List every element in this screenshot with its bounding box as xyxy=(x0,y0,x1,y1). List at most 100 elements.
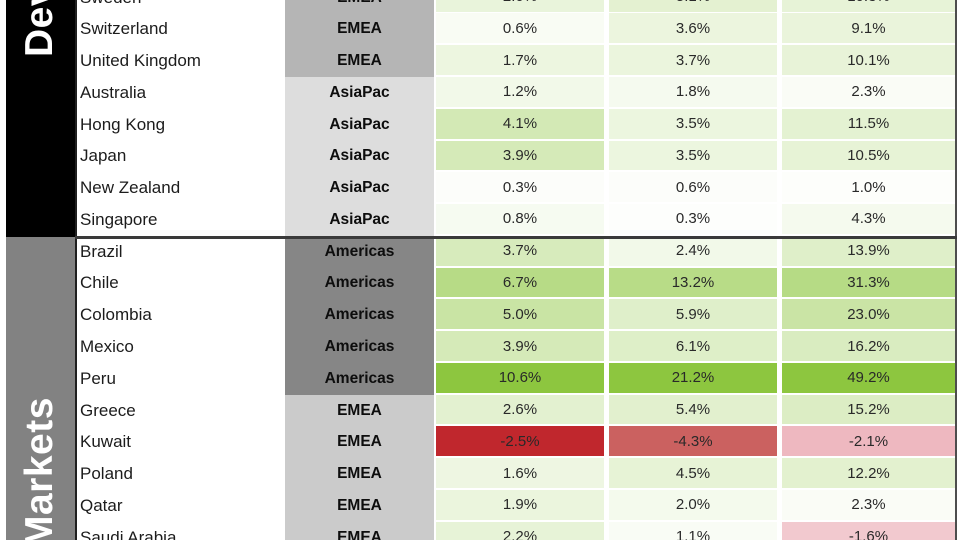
region-cell: Americas xyxy=(285,362,434,395)
region-cell: EMEA xyxy=(285,458,434,490)
value-cell: 0.3% xyxy=(436,172,604,203)
value-cell: 2.3% xyxy=(782,77,955,107)
value-cell: -2.5% xyxy=(436,426,604,457)
value-cell: 10.1% xyxy=(782,45,955,76)
value-cell: 3.9% xyxy=(436,331,604,361)
table-left-border xyxy=(75,0,77,540)
region-cell: Americas xyxy=(285,331,434,363)
region-cell: AsiaPac xyxy=(285,204,434,236)
value-cell: 2.0% xyxy=(609,489,777,520)
country-cell: Greece xyxy=(77,394,285,427)
table-row: Singapore AsiaPac 0.8% 0.3% 4.3% xyxy=(77,204,955,236)
value-cell: 1.2% xyxy=(436,77,604,107)
value-cell: 21.2% xyxy=(609,362,777,393)
country-cell: Peru xyxy=(77,362,285,395)
value-cell: 3.6% xyxy=(609,13,777,44)
value-cell: 0.3% xyxy=(609,204,777,234)
value-cell: 5.9% xyxy=(609,299,777,330)
table-row: Kuwait EMEA -2.5% -4.3% -2.1% xyxy=(77,426,955,459)
value-cell: 49.2% xyxy=(782,362,955,393)
value-cell: 15.2% xyxy=(782,394,955,425)
value-cell: 1.6% xyxy=(436,458,604,488)
value-cell: 16.2% xyxy=(782,331,955,361)
country-cell: Switzerland xyxy=(77,13,285,46)
value-cell: 13.2% xyxy=(609,267,777,298)
value-cell: 3.7% xyxy=(436,235,604,266)
country-cell: Poland xyxy=(77,458,285,490)
group-band-developed: Developed xyxy=(6,0,75,237)
value-cell: 3.9% xyxy=(436,140,604,171)
value-cell: 12.2% xyxy=(782,458,955,488)
value-cell: 2.3% xyxy=(782,489,955,520)
region-cell: EMEA xyxy=(285,489,434,522)
table-row: Hong Kong AsiaPac 4.1% 3.5% 11.5% xyxy=(77,108,955,141)
value-cell: 3.5% xyxy=(609,108,777,139)
region-cell: EMEA xyxy=(285,426,434,459)
value-cell: 2.6% xyxy=(436,394,604,425)
table-row: Colombia Americas 5.0% 5.9% 23.0% xyxy=(77,299,955,332)
region-cell: AsiaPac xyxy=(285,140,434,173)
value-cell: 1.9% xyxy=(436,489,604,520)
country-cell: Hong Kong xyxy=(77,108,285,141)
region-cell: Americas xyxy=(285,235,434,268)
developed-emerging-divider xyxy=(75,235,957,239)
value-cell: 6.7% xyxy=(436,267,604,298)
value-cell: 3.5% xyxy=(609,140,777,171)
region-cell: AsiaPac xyxy=(285,77,434,109)
value-cell: 4.3% xyxy=(782,204,955,234)
country-cell: New Zealand xyxy=(77,172,285,205)
value-cell: 2.4% xyxy=(609,235,777,266)
country-cell: Colombia xyxy=(77,299,285,332)
value-cell: 1.1% xyxy=(609,521,777,540)
value-cell: 1.7% xyxy=(436,45,604,76)
value-cell: 11.5% xyxy=(782,108,955,139)
table-row: Australia AsiaPac 1.2% 1.8% 2.3% xyxy=(77,77,955,109)
group-band-emerging-markets: Markets xyxy=(6,237,75,540)
value-cell: 5.1% xyxy=(609,0,777,12)
country-cell: Sweden xyxy=(77,0,285,14)
region-cell: AsiaPac xyxy=(285,172,434,205)
region-cell: EMEA xyxy=(285,0,434,14)
value-cell: 9.1% xyxy=(782,13,955,44)
region-cell: EMEA xyxy=(285,45,434,77)
table-row: Mexico Americas 3.9% 6.1% 16.2% xyxy=(77,331,955,363)
country-cell: Japan xyxy=(77,140,285,173)
table-row: Brazil Americas 3.7% 2.4% 13.9% xyxy=(77,235,955,268)
table-right-border xyxy=(955,0,957,540)
value-cell: 0.8% xyxy=(436,204,604,234)
region-cell: Americas xyxy=(285,299,434,332)
value-cell: 23.0% xyxy=(782,299,955,330)
value-cell: 10.3% xyxy=(782,0,955,12)
value-cell: 10.6% xyxy=(436,362,604,393)
value-cell: 4.1% xyxy=(436,108,604,139)
table-row: New Zealand AsiaPac 0.3% 0.6% 1.0% xyxy=(77,172,955,205)
country-cell: Chile xyxy=(77,267,285,300)
region-cell: AsiaPac xyxy=(285,108,434,141)
value-cell: 5.0% xyxy=(436,299,604,330)
value-cell: 1.8% xyxy=(609,77,777,107)
region-cell: Americas xyxy=(285,267,434,300)
table-row: Poland EMEA 1.6% 4.5% 12.2% xyxy=(77,458,955,490)
value-cell: 3.7% xyxy=(609,45,777,76)
table-row: Qatar EMEA 1.9% 2.0% 2.3% xyxy=(77,489,955,522)
region-cell: EMEA xyxy=(285,13,434,46)
country-cell: Mexico xyxy=(77,331,285,363)
country-cell: Saudi Arabia xyxy=(77,521,285,540)
table-row: Chile Americas 6.7% 13.2% 31.3% xyxy=(77,267,955,300)
value-cell: 5.4% xyxy=(609,394,777,425)
region-cell: EMEA xyxy=(285,521,434,540)
value-cell: 2.0% xyxy=(436,0,604,12)
country-cell: Kuwait xyxy=(77,426,285,459)
country-cell: Singapore xyxy=(77,204,285,236)
table-row: SwedenEMEA2.0% 5.1% 10.3% xyxy=(77,0,955,14)
country-cell: Qatar xyxy=(77,489,285,522)
value-cell: 0.6% xyxy=(609,172,777,203)
value-cell: 31.3% xyxy=(782,267,955,298)
value-cell: 10.5% xyxy=(782,140,955,171)
value-cell: 6.1% xyxy=(609,331,777,361)
table-row: Greece EMEA 2.6% 5.4% 15.2% xyxy=(77,394,955,427)
table-row: Japan AsiaPac 3.9% 3.5% 10.5% xyxy=(77,140,955,173)
table-row: Peru Americas 10.6% 21.2% 49.2% xyxy=(77,362,955,395)
region-cell: EMEA xyxy=(285,394,434,427)
